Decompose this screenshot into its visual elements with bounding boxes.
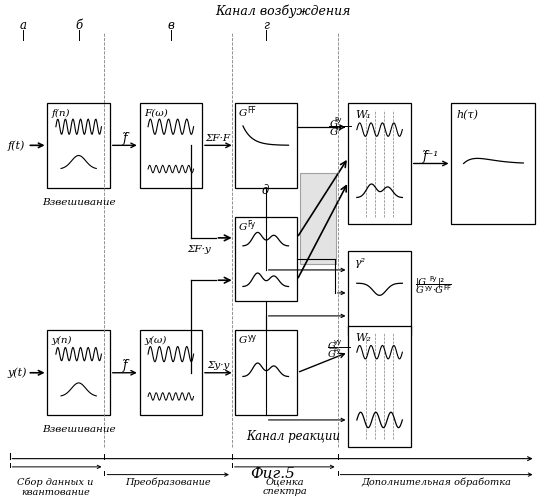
- Text: f(t): f(t): [8, 140, 25, 150]
- Text: Σy·y: Σy·y: [207, 361, 229, 370]
- Text: G: G: [416, 286, 424, 295]
- Text: y(n): y(n): [52, 336, 72, 345]
- Bar: [234, 103, 297, 188]
- Bar: [47, 103, 110, 188]
- Text: f̃: f̃: [123, 359, 127, 372]
- Text: Канал реакции: Канал реакции: [246, 430, 340, 444]
- Text: G: G: [328, 342, 336, 351]
- Bar: [300, 173, 336, 264]
- Text: yy: yy: [335, 125, 343, 131]
- Text: Взвешивание: Взвешивание: [42, 425, 116, 434]
- Text: Взвешивание: Взвешивание: [42, 198, 116, 206]
- Text: Дополнительная обработка: Дополнительная обработка: [361, 477, 512, 486]
- Text: Fy: Fy: [430, 276, 437, 282]
- Text: a: a: [20, 19, 27, 32]
- Text: yy: yy: [425, 285, 433, 291]
- Text: г: г: [263, 19, 269, 32]
- Text: G: G: [329, 128, 338, 136]
- Text: G: G: [239, 109, 247, 118]
- Text: f(n): f(n): [52, 109, 70, 118]
- Text: f̃⁻¹: f̃⁻¹: [423, 150, 439, 162]
- Bar: [140, 103, 202, 188]
- Text: G: G: [239, 336, 247, 345]
- Bar: [348, 250, 411, 336]
- Text: Fy: Fy: [247, 220, 256, 228]
- Text: y(ω): y(ω): [144, 336, 166, 345]
- Text: ·G: ·G: [432, 286, 443, 295]
- Bar: [348, 103, 411, 224]
- Bar: [234, 330, 297, 415]
- Bar: [140, 330, 202, 415]
- Text: h(τ): h(τ): [457, 110, 479, 120]
- Bar: [451, 103, 536, 224]
- Text: Преобразование: Преобразование: [125, 477, 211, 486]
- Text: |²: |²: [438, 277, 445, 287]
- Text: ΣF·F: ΣF·F: [205, 134, 231, 142]
- Bar: [348, 326, 411, 446]
- Text: Сбор данных и
квантование: Сбор данных и квантование: [17, 477, 94, 497]
- Text: ΣF·y: ΣF·y: [187, 245, 211, 254]
- Text: Фиг.5: Фиг.5: [250, 468, 295, 481]
- Bar: [47, 330, 110, 415]
- Text: F(ω): F(ω): [144, 109, 168, 118]
- Text: Fy: Fy: [334, 348, 341, 354]
- Text: б: б: [75, 19, 82, 32]
- Text: Fy: Fy: [335, 117, 342, 123]
- Text: Канал возбуждения: Канал возбуждения: [216, 4, 351, 18]
- Text: G: G: [329, 120, 338, 130]
- Text: Оценка
спектра: Оценка спектра: [262, 477, 307, 496]
- Text: FF: FF: [247, 106, 256, 115]
- Text: yy: yy: [334, 339, 342, 345]
- Text: G: G: [239, 222, 247, 232]
- Text: д: д: [262, 184, 269, 196]
- Text: W₁: W₁: [355, 110, 371, 120]
- Text: W₂: W₂: [355, 333, 371, 343]
- Text: yy: yy: [247, 334, 257, 342]
- Bar: [234, 216, 297, 302]
- Text: в: в: [167, 19, 174, 32]
- Text: FF: FF: [443, 285, 451, 291]
- Text: y(t): y(t): [8, 368, 27, 378]
- Text: f̃: f̃: [123, 132, 127, 144]
- Text: G: G: [328, 350, 336, 359]
- Text: |G: |G: [416, 278, 427, 287]
- Text: γ²: γ²: [355, 258, 366, 268]
